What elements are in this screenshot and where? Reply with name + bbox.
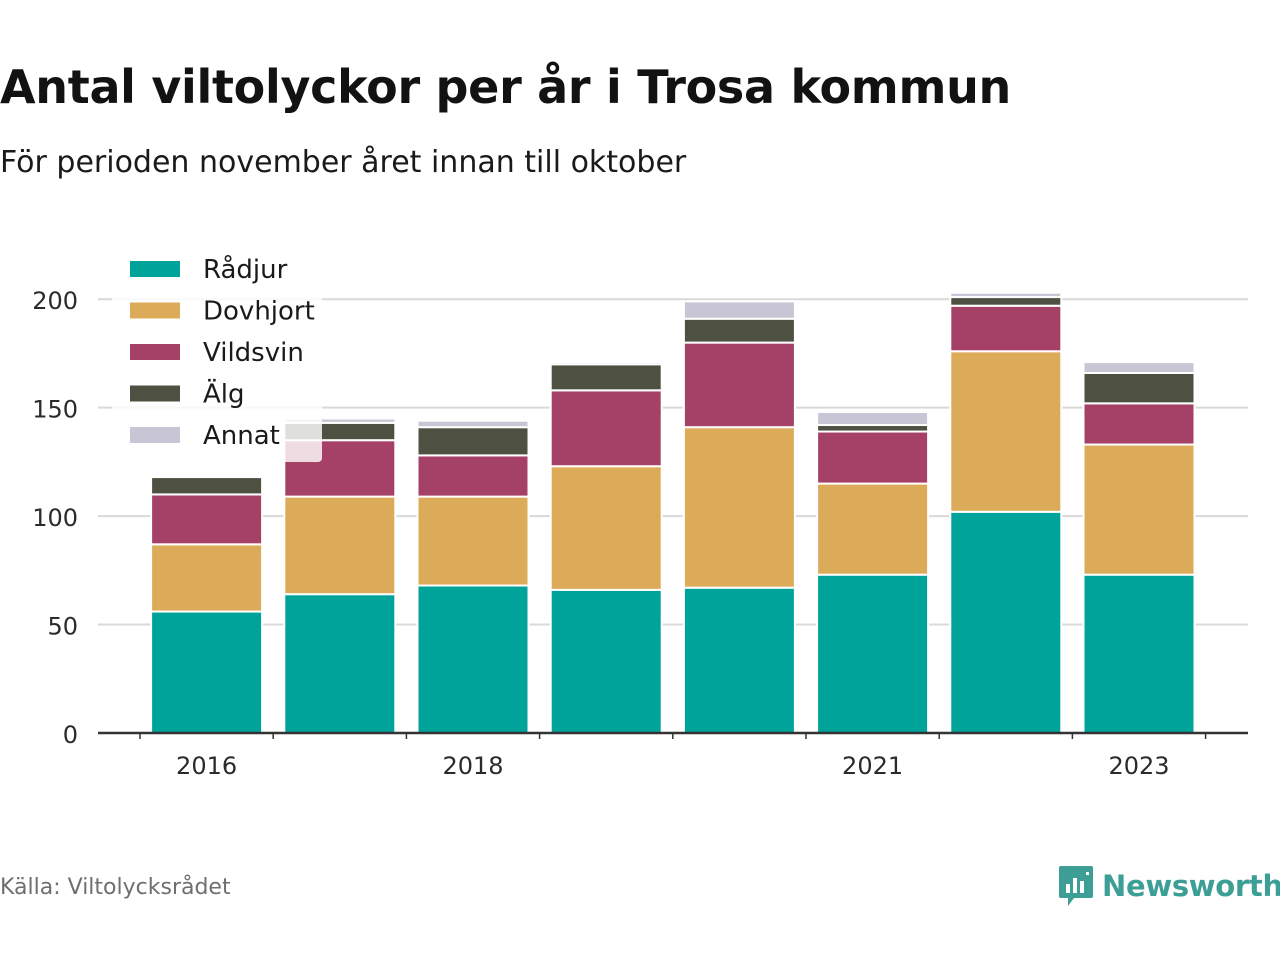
bar-segment: [682, 426, 796, 589]
newsworthy-logo-icon: [1059, 866, 1093, 906]
brand-logo: Newsworthy: [1058, 862, 1280, 910]
bar-segment: [816, 573, 930, 734]
bar-segment: [150, 543, 264, 613]
legend-swatch: [130, 427, 180, 443]
x-tick-label: 2023: [1108, 752, 1169, 780]
source-note: Källa: Viltolycksrådet: [0, 875, 231, 900]
bar-segment: [549, 361, 663, 366]
stacked-bar-chart: 0 50 100 150 200 2016 2018 2021 2023 Rådjur Dovhj…: [32, 248, 1248, 780]
y-tick-label: 200: [32, 287, 78, 315]
bar-segment: [549, 588, 663, 734]
bar-segment: [549, 465, 663, 591]
bar-segment: [549, 363, 663, 392]
bar-segment: [949, 510, 1063, 735]
bar-segment: [416, 419, 530, 429]
bar-segment: [816, 430, 930, 485]
legend: Rådjur Dovhjort Vildsvin Älg Annat: [112, 248, 322, 462]
bar-segment: [283, 495, 397, 596]
bar-segment: [416, 454, 530, 498]
bar-segment: [1082, 371, 1196, 405]
chart-title: Antal viltolyckor per år i Trosa kommun: [0, 60, 1011, 114]
legend-label: Annat: [203, 421, 280, 451]
legend-label: Rådjur: [203, 254, 288, 285]
bar-segment: [1082, 361, 1196, 374]
legend-swatch: [130, 302, 180, 319]
bar-segment: [949, 304, 1063, 353]
bar-segment: [150, 493, 264, 546]
bar-segment: [283, 593, 397, 734]
x-tick-label: 2021: [842, 752, 903, 780]
legend-swatch: [130, 385, 180, 402]
legend-label: Vildsvin: [203, 338, 304, 368]
bar-segment: [816, 482, 930, 576]
bar-segment: [682, 341, 796, 429]
bar-segment: [150, 610, 264, 735]
bar-segment: [682, 317, 796, 344]
legend-swatch: [130, 261, 180, 277]
x-tick-label: 2018: [442, 752, 503, 780]
chart-subtitle: För perioden november året innan till ok…: [0, 145, 687, 180]
legend-label: Dovhjort: [203, 297, 315, 327]
bar-segment: [1082, 573, 1196, 734]
bar-segment: [816, 411, 930, 427]
bar-segment: [416, 426, 530, 457]
legend-swatch: [130, 344, 180, 360]
bar-segment: [949, 291, 1063, 299]
x-tick-label: 2016: [176, 752, 237, 780]
bar-segment: [682, 300, 796, 320]
bar-segment: [1082, 443, 1196, 576]
bar-segment: [416, 584, 530, 735]
legend-label: Älg: [203, 378, 245, 410]
axes: 0 50 100 150 200 2016 2018 2021 2023: [32, 287, 1248, 780]
y-tick-label: 50: [47, 613, 78, 641]
legend-background: [112, 248, 322, 462]
bar-segment: [949, 296, 1063, 307]
bar-segment: [949, 350, 1063, 513]
y-tick-label: 0: [63, 721, 78, 749]
bar-segment: [549, 389, 663, 468]
y-tick-label: 150: [32, 396, 78, 424]
bars: [150, 291, 1196, 735]
bar-segment: [1082, 402, 1196, 446]
bar-segment: [416, 495, 530, 587]
bar-segment: [682, 586, 796, 734]
bar-segment: [150, 476, 264, 496]
y-tick-label: 100: [32, 504, 78, 532]
brand-name: Newsworthy: [1102, 869, 1280, 903]
